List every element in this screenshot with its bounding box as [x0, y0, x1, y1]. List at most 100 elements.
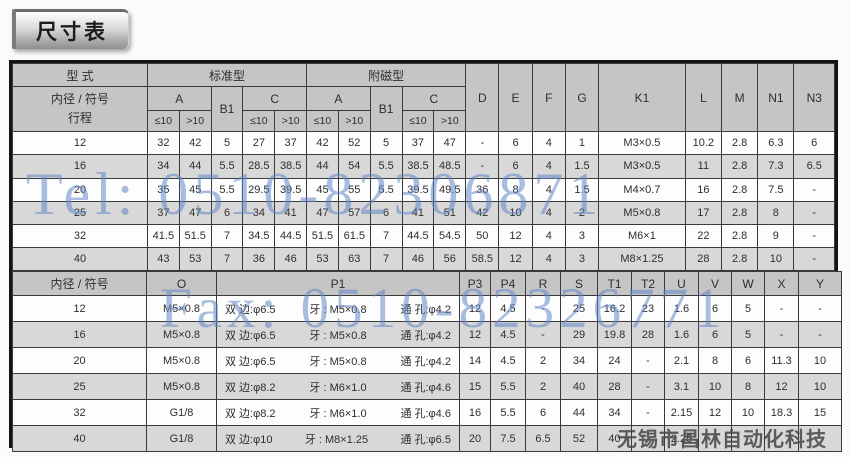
cell: M3×0.5: [598, 131, 686, 156]
cell: 2.15: [664, 399, 699, 426]
cell: 22: [684, 223, 722, 248]
cell: 10: [757, 246, 795, 272]
cell: 40: [597, 425, 632, 452]
port-spec-cell: 双 边:φ6.5 牙 : M5×0.8 通 孔:φ4.2: [216, 347, 460, 374]
std-B1-header: B1: [210, 86, 244, 133]
cell: 28: [631, 321, 665, 348]
p1-both-sides: 双 边:φ6.5: [225, 329, 276, 342]
cell: 2: [525, 373, 561, 400]
cell: 35: [146, 177, 180, 202]
cell: 5.5: [369, 177, 403, 202]
cell: 15: [459, 373, 491, 400]
cell: 4.5: [490, 321, 526, 348]
table-row: 40 G1/8 双 边:φ10 牙 : M8×1.25 通 孔:φ6.5 20 …: [12, 425, 842, 452]
cell: 17: [684, 200, 722, 225]
mag-B1-header: B1: [369, 86, 403, 133]
p1-through-hole: 通 孔:φ4.6: [400, 381, 451, 394]
cell: M5×0.8: [146, 321, 217, 348]
cell: G1/8: [146, 425, 217, 452]
p1-through-hole: 通 孔:φ6.5: [400, 433, 451, 446]
cell: 10: [698, 373, 732, 400]
cell: 45: [306, 177, 339, 202]
magnetic-type-header: 附磁型: [306, 62, 467, 88]
bore-cell: 32: [12, 223, 148, 248]
cell: 61.5: [337, 223, 371, 248]
cell: 6.5: [525, 425, 561, 452]
col-Y-header: Y: [798, 271, 842, 296]
col-M-header: M: [720, 62, 759, 133]
cell: 6: [498, 131, 533, 156]
table-row: 20 35 45 5.5 29.5 39.5 45 55 5.5 39.5 49…: [12, 177, 835, 202]
col-S-header: S: [560, 271, 598, 296]
standard-type-header: 标准型: [146, 62, 308, 88]
cell: 1.5: [564, 154, 600, 179]
section-title: 尺寸表: [36, 20, 108, 44]
cell: -: [465, 131, 500, 156]
table-row: 32 41.5 51.5 7 34.5 44.5 51.5 61.5 7 44.…: [12, 223, 835, 248]
cell: -: [525, 295, 561, 322]
cell: 48.5: [433, 154, 467, 179]
cell: 44.5: [274, 223, 308, 248]
cell: 44.5: [401, 223, 435, 248]
cell: 41: [274, 200, 308, 225]
cell: 6: [698, 321, 732, 348]
cell: 51.5: [306, 223, 339, 248]
cell: 52: [337, 131, 371, 156]
cell: 58.5: [465, 246, 500, 272]
cell: 1: [564, 131, 600, 156]
col-T1-header: T1: [597, 271, 632, 296]
cell: -: [525, 321, 561, 348]
cell: 36: [465, 177, 500, 202]
cell: 41: [401, 200, 435, 225]
cell: [731, 425, 765, 452]
cell: 3: [564, 223, 600, 248]
table-row: 12 32 42 5 27 37 42 52 5 37 47 - 6 4 1 M…: [12, 131, 835, 156]
mag-C-le10-header: ≤10: [401, 110, 435, 133]
cell: 1.5: [564, 177, 600, 202]
p1-through-hole: 通 孔:φ4.2: [400, 355, 451, 368]
cell: 8: [757, 200, 795, 225]
cell: M3×0.5: [598, 154, 686, 179]
cell: 54: [337, 154, 371, 179]
cell: 2.8: [720, 177, 759, 202]
p1-through-hole: 通 孔:φ4.2: [400, 303, 451, 316]
p1-both-sides: 双 边:φ6.5: [225, 303, 276, 316]
mag-A-le10-header: ≤10: [306, 110, 339, 133]
cell: 4: [531, 154, 566, 179]
stroke-label: 行程: [67, 111, 92, 126]
cell: 63: [337, 246, 371, 272]
bore-stroke-header: 内径 / 符号 行程: [12, 86, 148, 133]
cell: 5.5: [210, 177, 244, 202]
cell: 24: [597, 347, 632, 374]
col-P4-header: P4: [490, 271, 526, 296]
cell: 34: [560, 347, 598, 374]
cell: 11.3: [764, 347, 799, 374]
bore-cell: 40: [12, 425, 147, 452]
table-row: 20 M5×0.8 双 边:φ6.5 牙 : M5×0.8 通 孔:φ4.2 1…: [12, 347, 842, 374]
std-A-header: A: [146, 86, 212, 112]
bore-symbol-header: 内径 / 符号: [12, 271, 147, 296]
cell: M8×1.25: [598, 246, 686, 272]
cell: 5.5: [369, 154, 403, 179]
cell: 8: [698, 347, 732, 374]
cell: 6: [731, 347, 765, 374]
cell: 49.5: [433, 177, 467, 202]
cell: 34: [597, 399, 632, 426]
cell: -: [465, 154, 500, 179]
cell: -: [631, 425, 665, 452]
cell: 37: [401, 131, 435, 156]
col-U-header: U: [664, 271, 699, 296]
cell: -: [793, 223, 835, 248]
port-spec-cell: 双 边:φ8.2 牙 : M6×1.0 通 孔:φ4.6: [216, 373, 460, 400]
p1-both-sides: 双 边:φ10: [225, 433, 273, 446]
cell: 5: [210, 131, 244, 156]
cell: 23: [631, 295, 665, 322]
std-A-le10-header: ≤10: [146, 110, 180, 133]
cell: 54.5: [433, 223, 467, 248]
cell: 5.5: [490, 399, 526, 426]
cell: 14: [459, 347, 491, 374]
cell: -: [631, 399, 665, 426]
cell: -: [793, 200, 835, 225]
col-X-header: X: [764, 271, 799, 296]
port-spec-cell: 双 边:φ6.5 牙 : M5×0.8 通 孔:φ4.2: [216, 295, 460, 322]
